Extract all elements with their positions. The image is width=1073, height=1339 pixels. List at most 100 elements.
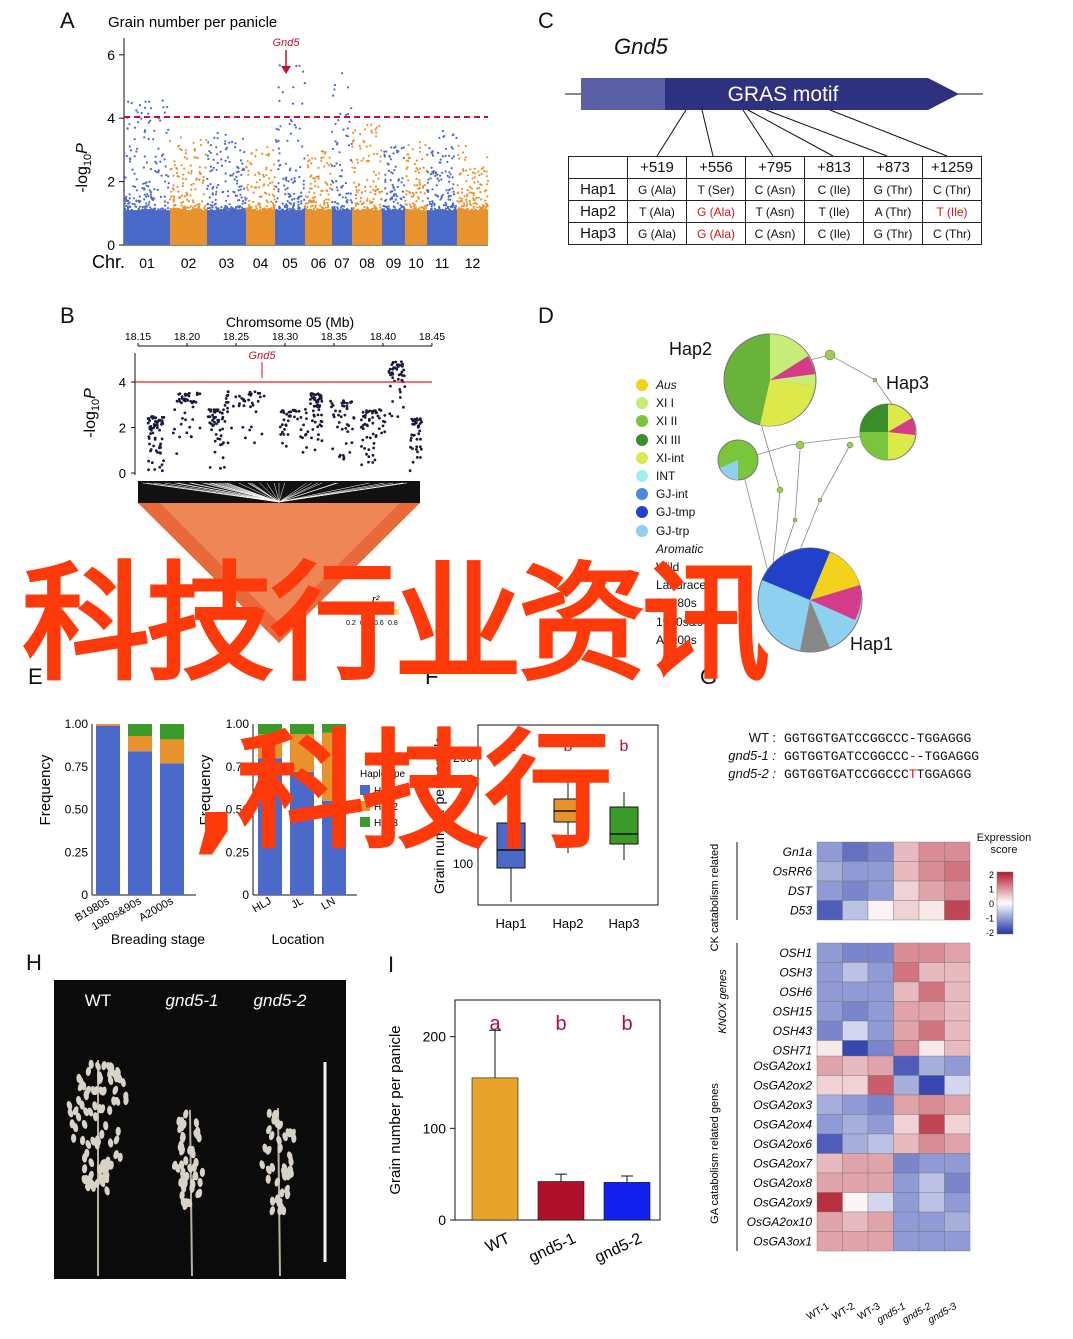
heatmap-gene-label: OSH43	[773, 1024, 813, 1038]
a-snp-point	[221, 191, 224, 194]
a-snp-point	[366, 197, 369, 200]
a-snp-point	[424, 143, 427, 146]
haplotype-cell: G (Ala)	[627, 222, 687, 245]
a-snp-point	[410, 209, 413, 212]
a-snp-point	[359, 200, 362, 203]
a-snp-point	[317, 175, 320, 178]
b-snp-point	[253, 390, 257, 394]
hap2-slice-other	[770, 356, 815, 380]
heatmap-cell	[867, 962, 894, 983]
a-snp-point	[296, 197, 299, 200]
a-snp-point	[252, 209, 255, 212]
b-snp-point	[155, 423, 159, 427]
heatmap-gene-label: Gn1a	[783, 845, 813, 859]
a-snp-point	[370, 129, 373, 132]
a-snp-point	[345, 113, 348, 116]
a-snp-point	[466, 203, 469, 206]
a-snp-point	[469, 168, 472, 171]
a-snp-point	[162, 209, 165, 212]
a-chr-band	[382, 210, 405, 245]
a-snp-point	[161, 99, 164, 102]
heatmap-cell	[842, 841, 869, 862]
a-snp-point	[206, 177, 209, 180]
a-snp-point	[471, 171, 475, 174]
a-snp-point	[468, 191, 471, 194]
a-snp-point	[151, 198, 155, 201]
a-snp-point	[206, 203, 209, 206]
heatmap-cell	[918, 1192, 945, 1213]
a-snp-point	[390, 171, 393, 174]
heatmap-cell	[867, 1001, 894, 1022]
a-snp-point	[285, 176, 288, 179]
a-snp-point	[457, 144, 460, 147]
a-snp-point	[422, 206, 425, 209]
e-bar-segment	[290, 724, 314, 735]
a-snp-point	[209, 151, 212, 154]
sequence-alignment: WT : GGTGGTGATCCGGCCC-TGGAGGG gnd5-1 : GGTG…	[700, 730, 1040, 784]
a-snp-point	[298, 64, 301, 67]
a-snp-point	[474, 208, 477, 211]
small-node-slice	[720, 460, 738, 480]
a-snp-point	[214, 198, 217, 201]
a-snp-point	[202, 179, 205, 182]
a-snp-point	[189, 164, 192, 167]
a-snp-point	[430, 203, 433, 206]
b-snp-point	[401, 364, 404, 368]
a-snp-point	[215, 190, 218, 193]
a-snp-point	[286, 187, 289, 190]
b-snp-point	[374, 435, 378, 438]
b-snp-point	[147, 435, 151, 438]
grain	[96, 1071, 103, 1081]
a-snp-point	[135, 109, 138, 112]
legend-label: INT	[656, 469, 676, 484]
a-snp-point	[338, 175, 342, 178]
a-snp-point	[353, 171, 356, 174]
heatmap-cell	[944, 841, 971, 862]
b-snp-point	[183, 411, 187, 415]
a-snp-point	[181, 184, 184, 188]
gene-structure-diagram: GRAS motif	[565, 78, 983, 157]
a-snp-point	[245, 207, 248, 210]
grain	[199, 1167, 206, 1177]
a-snp-point	[451, 187, 454, 190]
grain	[107, 1138, 114, 1148]
a-snp-point	[437, 179, 440, 182]
scale-tick-label: 0	[989, 899, 994, 909]
b-snp-point	[285, 412, 289, 416]
a-snp-point	[293, 177, 296, 180]
b-ld-connector	[278, 482, 318, 503]
b-snp-point	[311, 419, 314, 423]
a-snp-point	[417, 208, 420, 211]
a-snp-point	[394, 145, 397, 148]
b-snp-point	[311, 409, 315, 413]
b-ld-connector	[278, 482, 312, 503]
a-snp-point	[469, 186, 472, 189]
a-snp-point	[475, 196, 478, 199]
a-snp-point	[384, 178, 387, 181]
a-snp-point	[415, 177, 418, 181]
b-snp-point	[226, 401, 230, 404]
b-snp-point	[350, 400, 354, 404]
a-snp-point	[354, 204, 358, 207]
a-snp-point	[246, 160, 249, 163]
network-node	[824, 349, 836, 361]
a-snp-point	[176, 167, 179, 170]
a-snp-point	[153, 129, 156, 132]
heatmap-group-label: CK catabolism related genes	[709, 840, 721, 951]
heatmap-cell	[842, 1001, 869, 1022]
a-snp-point	[340, 169, 344, 172]
b-xtick-label: 18.40	[370, 331, 396, 343]
grain	[281, 1163, 288, 1173]
b-snp-point	[361, 424, 365, 427]
a-snp-point	[341, 184, 344, 187]
network-node	[846, 441, 854, 449]
a-snp-point	[137, 207, 140, 210]
b-snp-point	[218, 437, 222, 441]
hap3-slice-other	[888, 418, 916, 435]
heatmap-gene-label: D53	[790, 904, 812, 918]
alignment-name: WT :	[748, 730, 776, 745]
a-snp-point	[396, 151, 399, 154]
heatmap-cell	[867, 1192, 894, 1213]
a-snp-point	[144, 209, 147, 212]
a-snp-point	[255, 207, 258, 210]
